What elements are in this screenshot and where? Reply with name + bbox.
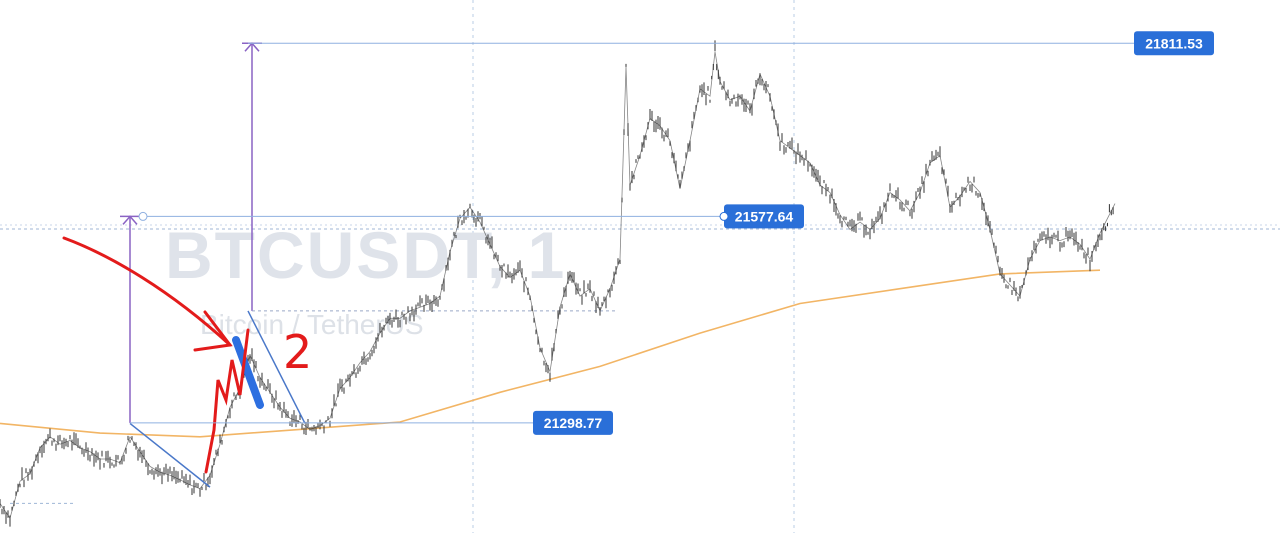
- price-tag: [1134, 31, 1214, 56]
- price-labels: 21811.53 21577.64 21298.77: [130, 31, 1214, 435]
- trendline: [129, 422, 211, 488]
- chart-watermark: BTCUSDT, 1 Bitcoin / TetherUS: [165, 218, 566, 340]
- highlight-stroke: [232, 336, 264, 409]
- price-tag-label: 21577.64: [735, 208, 794, 224]
- annotation-digit: 2: [283, 325, 312, 379]
- price-tag: [724, 204, 804, 229]
- watermark-name: Bitcoin / TetherUS: [200, 309, 424, 340]
- trendline: [247, 310, 306, 424]
- price-tag-label: 21811.53: [1145, 35, 1203, 51]
- annotation-mark: [204, 328, 250, 474]
- annotation-arrow: [62, 236, 232, 347]
- hand-annotations: 2: [283, 325, 312, 379]
- annotation-arrowhead: [193, 310, 233, 352]
- level-handle: [138, 211, 148, 221]
- trendline-drawings[interactable]: [62, 236, 306, 488]
- series-layer: [0, 40, 1116, 527]
- series-price-line: [0, 51, 1116, 520]
- price-tag-label: 21298.77: [544, 415, 603, 431]
- watermark-symbol: BTCUSDT, 1: [165, 218, 566, 292]
- price-tag: [533, 410, 613, 435]
- level-handle: [719, 211, 729, 221]
